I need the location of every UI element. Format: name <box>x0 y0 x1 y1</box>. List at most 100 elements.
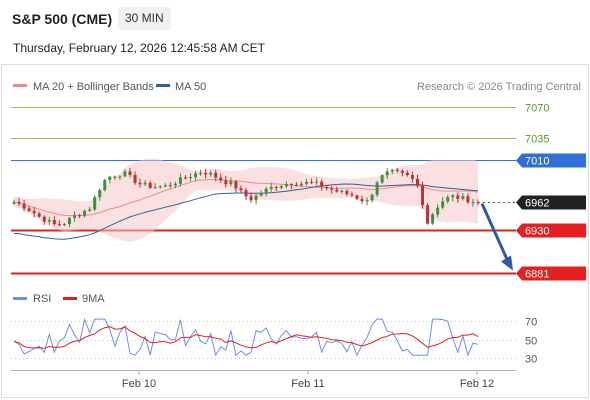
candle-body <box>209 172 213 175</box>
candle <box>410 171 414 183</box>
candle <box>163 183 167 188</box>
candle <box>375 180 379 198</box>
level-tag-6881: 6881 <box>516 266 586 281</box>
candle <box>315 177 319 186</box>
candle <box>451 193 455 202</box>
candle-body <box>133 175 137 183</box>
rsi-ma-legend-swatch <box>63 297 77 300</box>
candle <box>360 195 364 204</box>
candle-body <box>284 184 288 187</box>
candle-body <box>421 185 425 206</box>
x-tick-label: Feb 10 <box>122 378 156 390</box>
candle <box>229 177 233 187</box>
candle-body <box>360 198 364 202</box>
candle <box>436 204 440 218</box>
candle-body <box>476 202 480 204</box>
level-tag-7010: 7010 <box>516 153 586 168</box>
candle-body <box>355 195 359 199</box>
candle <box>173 181 177 189</box>
candle-body <box>446 197 450 202</box>
candle-body <box>340 190 344 192</box>
candle-body <box>27 208 31 211</box>
candle-body <box>229 181 233 185</box>
candle-body <box>269 187 273 189</box>
level-tags: 7070 7035 7010 6962 6930 6881 <box>516 103 586 281</box>
candle-body <box>315 181 319 183</box>
candle <box>355 194 359 201</box>
candle-body <box>37 213 41 217</box>
candle <box>350 191 354 198</box>
candle <box>133 171 137 185</box>
candle <box>52 216 56 226</box>
level-tag-text: 7010 <box>525 156 549 168</box>
candle <box>27 205 31 213</box>
candle-body <box>204 172 208 175</box>
candle <box>178 173 182 187</box>
candle <box>294 182 298 187</box>
instrument-title: S&P 500 (CME) <box>12 11 113 27</box>
candle <box>421 181 425 209</box>
candle <box>219 173 223 184</box>
candle <box>143 179 147 187</box>
candle-body <box>194 173 198 178</box>
candle <box>138 178 142 188</box>
candle <box>305 178 309 186</box>
candle <box>158 185 162 189</box>
candle-body <box>108 176 112 181</box>
candle <box>17 197 21 207</box>
candle <box>47 216 51 225</box>
candle-body <box>189 177 193 179</box>
candle-body <box>395 169 399 171</box>
candle <box>78 213 82 219</box>
candle-body <box>123 171 127 177</box>
candle-body <box>98 190 102 198</box>
candle <box>113 175 117 180</box>
candle-body <box>47 219 51 222</box>
candle-body <box>17 201 21 204</box>
candle <box>310 178 314 185</box>
candle <box>67 216 71 227</box>
candle <box>461 192 465 201</box>
x-axis: Feb 10 Feb 11 Feb 12 <box>122 370 494 390</box>
candle <box>83 209 87 218</box>
candle <box>12 199 16 205</box>
candle <box>476 199 480 206</box>
candle <box>209 170 213 178</box>
candle-body <box>310 181 314 183</box>
candle-body <box>78 215 82 217</box>
candle <box>37 211 41 218</box>
candle-body <box>294 184 298 186</box>
candle <box>57 220 61 227</box>
candle-body <box>279 186 283 188</box>
candle-body <box>73 215 77 218</box>
candle-body <box>22 203 26 209</box>
candlesticks <box>12 167 480 227</box>
candle <box>214 169 218 182</box>
ma50-legend-label: MA 50 <box>175 81 206 93</box>
rsi-ma-line <box>13 326 479 349</box>
candle-body <box>345 190 349 195</box>
candle-body <box>224 180 228 185</box>
rsi-legend-swatch <box>13 297 27 300</box>
x-tick-label: Feb 12 <box>460 378 494 390</box>
candle <box>88 206 92 212</box>
candle-body <box>62 224 66 226</box>
candle-body <box>441 201 445 208</box>
rsi-grid: 70 50 30 <box>11 317 537 366</box>
candle <box>335 186 339 193</box>
candle-body <box>219 177 223 181</box>
chart-frame <box>1 64 589 398</box>
candle <box>415 174 419 188</box>
candle-body <box>32 210 36 214</box>
candle-body <box>370 194 374 201</box>
candle-body <box>365 200 369 202</box>
timeframe-button[interactable]: 30 MIN <box>118 7 171 30</box>
candle-body <box>158 186 162 188</box>
candle-body <box>168 185 172 187</box>
candle <box>395 167 399 173</box>
candle <box>224 175 228 188</box>
candle-body <box>305 181 309 184</box>
candle <box>249 192 253 203</box>
candle-body <box>234 181 238 189</box>
